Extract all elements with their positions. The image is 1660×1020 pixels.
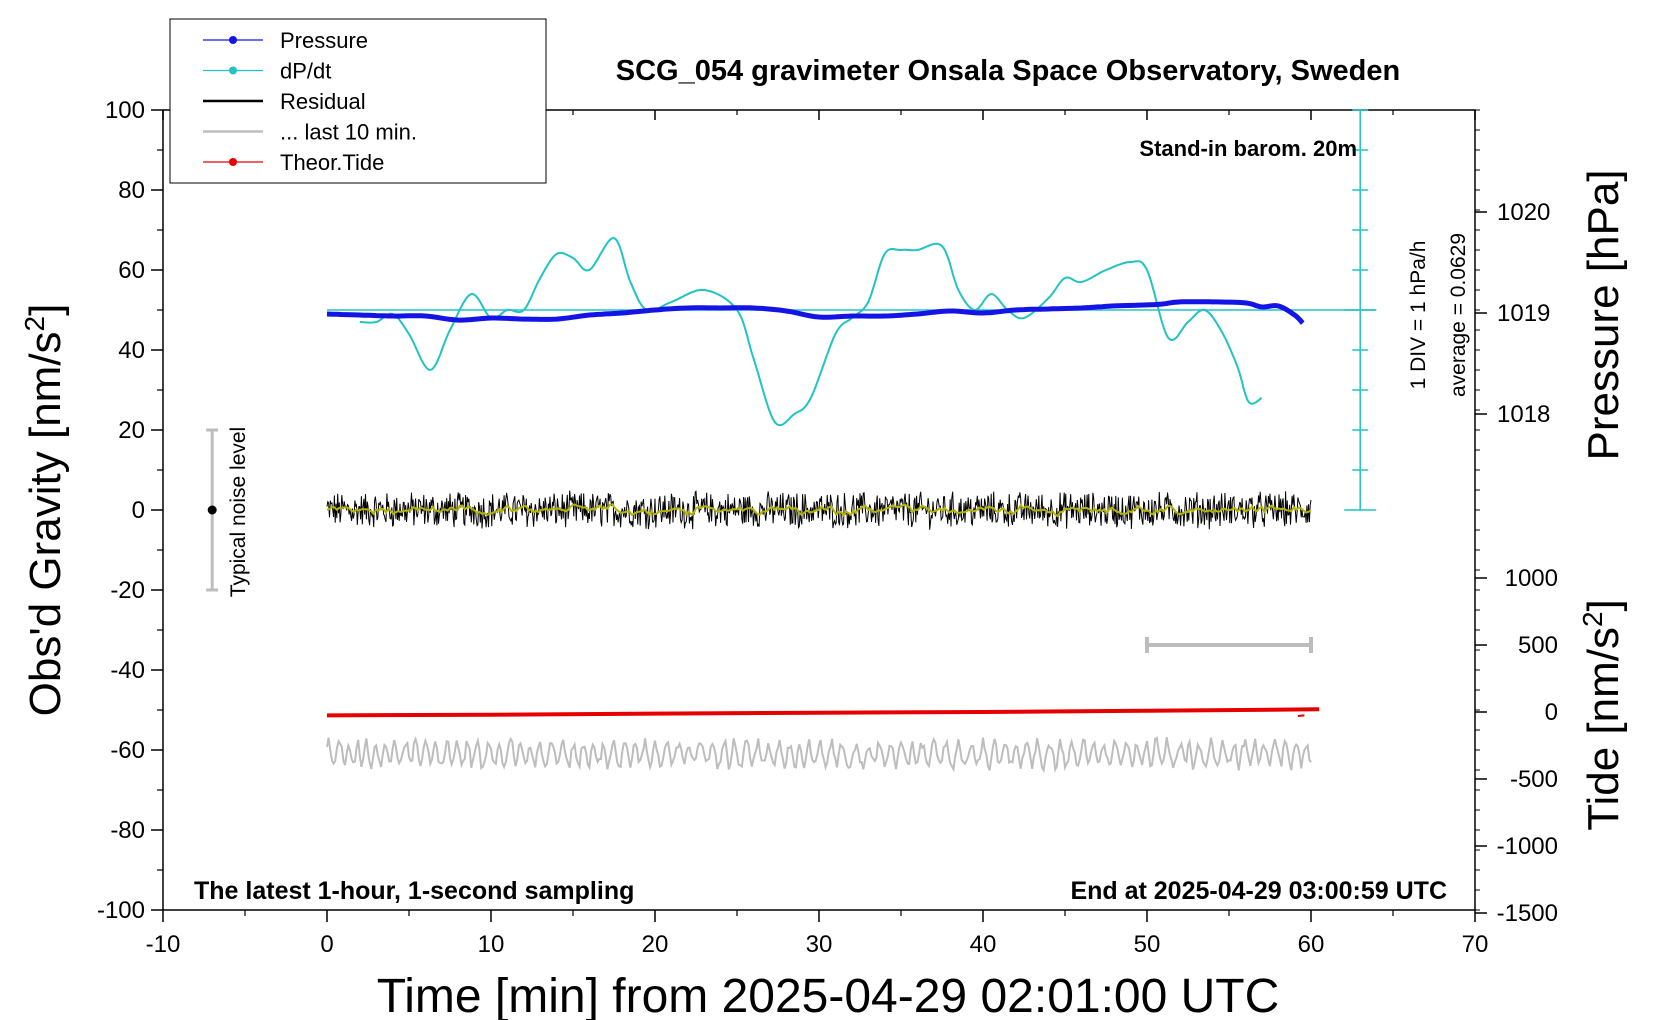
tide-title-superscript: 2 <box>1577 611 1608 627</box>
y-tick-label: 40 <box>118 337 145 364</box>
x-tick-label: -10 <box>146 931 181 958</box>
pressure-axis-ticks: 1020 1019 1018 <box>1475 199 1550 428</box>
y-tick-label: -100 <box>97 897 145 924</box>
legend: Pressure dP/dt Residual ... last 10 min. The… <box>169 18 547 184</box>
legend-swatch-dot <box>229 36 237 44</box>
y-axis-left-ticks: 100 80 60 40 20 0 -20 -40 -60 -80 -100 <box>97 97 163 924</box>
legend-item: Pressure <box>203 28 368 53</box>
y-axis-left-title-superscript: 2 <box>19 316 50 332</box>
y-tick-label: -80 <box>110 817 145 844</box>
pressure-tick-label: 1020 <box>1497 199 1550 226</box>
legend-label: Theor.Tide <box>280 150 384 175</box>
legend-label: dP/dt <box>280 59 331 84</box>
y-axis-left-title-close: ] <box>21 304 70 316</box>
noise-level-bar <box>206 428 219 592</box>
x-tick-label: 60 <box>1298 931 1325 958</box>
x-tick-label: 30 <box>806 931 833 958</box>
tide-title-main: Tide [nm/s <box>1579 627 1628 831</box>
tide-tick-label: 500 <box>1518 632 1558 659</box>
y-tick-label: 20 <box>118 417 145 444</box>
noise-bar-center-dot <box>207 505 217 515</box>
tide-tick-label: -1500 <box>1497 900 1558 927</box>
legend-swatch-dot <box>229 158 237 166</box>
x-tick-label: 70 <box>1462 931 1489 958</box>
legend-item: ... last 10 min. <box>203 120 417 145</box>
end-time-note: End at 2025-04-29 03:00:59 UTC <box>1070 877 1447 905</box>
x-axis-title: Time [min] from 2025-04-29 02:01:00 UTC <box>377 970 1280 1020</box>
x-tick-label: 20 <box>642 931 669 958</box>
tide-tick-label: 0 <box>1545 699 1558 726</box>
pressure-tick-label: 1019 <box>1497 300 1550 327</box>
legend-item: dP/dt <box>203 59 331 84</box>
y-tick-label: 0 <box>132 497 145 524</box>
theor-tide-series-line <box>326 707 1320 718</box>
legend-item: Theor.Tide <box>203 150 384 175</box>
y-axis-left-title: Obs'd Gravity [nm/s2] <box>19 304 70 717</box>
tide-title-close: ] <box>1579 599 1628 611</box>
x-tick-label: 0 <box>320 931 333 958</box>
legend-label: Residual <box>280 89 366 114</box>
chart-title: SCG_054 gravimeter Onsala Space Observat… <box>616 55 1400 87</box>
x-tick-label: 50 <box>1134 931 1161 958</box>
y-tick-label: -20 <box>110 577 145 604</box>
sampling-note: The latest 1-hour, 1-second sampling <box>194 877 634 905</box>
y-axis-right-ticks <box>1475 109 1480 911</box>
last-10-min-bar <box>1145 637 1313 653</box>
tide-tick-label: -500 <box>1510 766 1558 793</box>
y-axis-right-pressure-title: Pressure [hPa] <box>1579 169 1628 460</box>
x-tick-label: 10 <box>478 931 505 958</box>
tide-axis-ticks: 1000 500 0 -500 -1000 -1500 <box>1475 565 1558 927</box>
tide-tick-label: 1000 <box>1505 565 1558 592</box>
legend-label: ... last 10 min. <box>280 120 417 145</box>
y-tick-label: 60 <box>118 257 145 284</box>
last-10-min-series-line <box>326 736 1312 774</box>
residual-smoothed-line <box>326 503 1312 518</box>
series-layer <box>326 236 1377 774</box>
y-tick-label: 80 <box>118 177 145 204</box>
theor-tide-end-mark <box>1297 714 1305 718</box>
legend-item: Residual <box>203 89 366 114</box>
div-scale-label: 1 DIV = 1 hPa/h <box>1407 241 1430 390</box>
y-tick-label: -40 <box>110 657 145 684</box>
x-tick-label: 40 <box>970 931 997 958</box>
y-tick-label: 100 <box>105 97 145 124</box>
pressure-tick-label: 1018 <box>1497 401 1550 428</box>
y-axis-right-tide-title: Tide [nm/s2] <box>1577 599 1628 831</box>
noise-level-label: Typical noise level <box>227 427 250 597</box>
y-axis-left-title-main: Obs'd Gravity [nm/s <box>21 331 70 716</box>
average-label: average = 0.0629 <box>1447 233 1470 397</box>
legend-label: Pressure <box>280 28 368 53</box>
tide-tick-label: -1000 <box>1497 833 1558 860</box>
legend-swatch-dot <box>229 66 237 75</box>
pressure-series-line <box>326 299 1305 325</box>
barometer-note: Stand-in barom. 20m <box>1139 136 1357 161</box>
dpdt-series-line <box>359 236 1263 427</box>
y-tick-label: -60 <box>110 737 145 764</box>
